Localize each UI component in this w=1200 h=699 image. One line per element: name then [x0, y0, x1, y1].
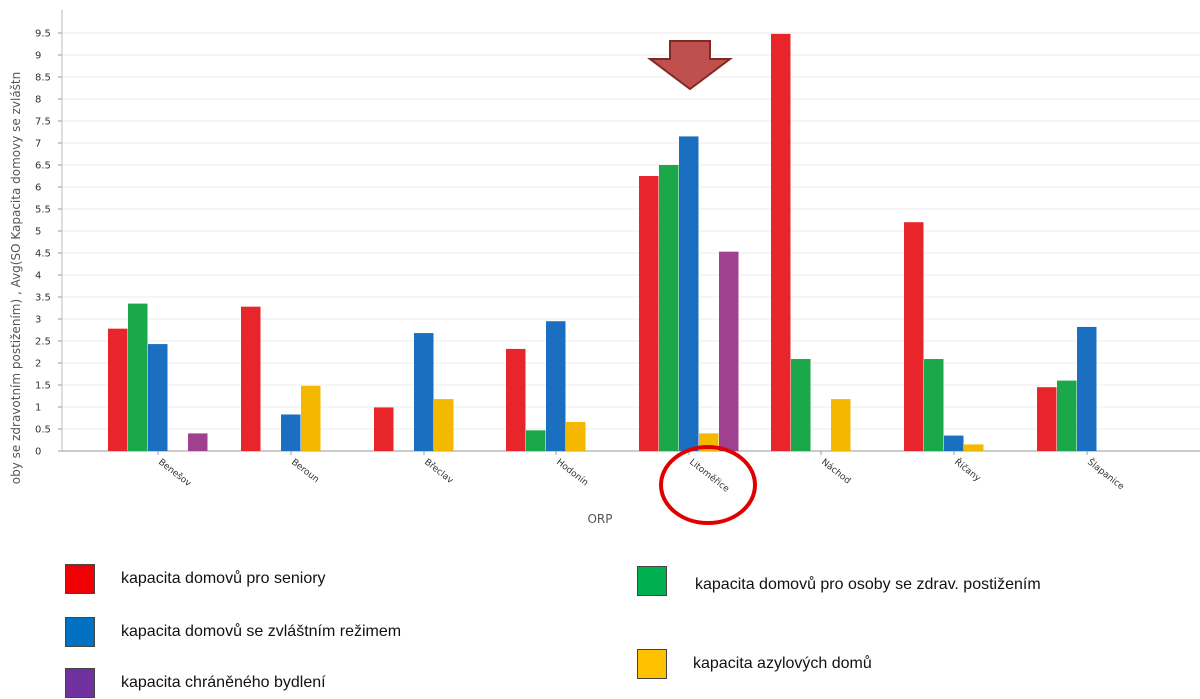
bar: [374, 407, 394, 451]
bar: [1057, 380, 1077, 451]
legend-swatch: [65, 668, 95, 698]
y-tick-label: 2.5: [35, 337, 51, 348]
y-tick-label: 1: [35, 403, 41, 414]
bar: [188, 433, 208, 451]
legend-swatch: [637, 566, 667, 596]
x-axis-title: ORP: [587, 512, 612, 526]
legend-label: kapacita domovů se zvláštním režimem: [121, 623, 402, 640]
x-tick-label: Litoměřice: [687, 457, 731, 494]
bar: [771, 33, 791, 451]
x-tick-label: Říčany: [952, 457, 983, 485]
gridlines: [62, 32, 1200, 452]
legend-item-disabled-persons: kapacita domovů pro osoby se zdrav. post…: [637, 566, 1107, 596]
y-tick-label: 5: [35, 227, 41, 238]
y-tick-label: 7.5: [35, 117, 51, 128]
bar: [301, 385, 321, 451]
bar: [924, 359, 944, 451]
y-tick-label: 9.5: [35, 29, 51, 40]
y-tick-label: 3: [35, 315, 41, 326]
legend-label: kapacita azylových domů: [693, 655, 872, 672]
bar: [659, 165, 679, 451]
legend-label: kapacita domovů pro seniory: [121, 570, 326, 587]
bar: [944, 435, 964, 451]
highlight-circle: [659, 445, 757, 525]
bar-chart: 0 0.5 1 1.5 2 2.5 3 3.5 4 4.5 5 5.5 6 6.5 7 7.5 8 8.5 9 9.5…: [9, 10, 1200, 526]
bar: [791, 359, 811, 451]
x-axis-labels: Benešov Beroun Břeclav Hodonín Litoměřice Nác…: [156, 451, 1127, 495]
legend-swatch: [65, 617, 95, 647]
y-axis-ticks: 0 0.5 1 1.5 2 2.5 3 3.5 4 4.5 5 5.5 6 6.5 7 7.5 8 8.5 9 9.5: [35, 29, 62, 458]
legend-item-asylum-houses: kapacita azylových domů: [637, 649, 872, 679]
y-tick-label: 6.5: [35, 161, 51, 172]
x-tick-label: Benešov: [156, 457, 194, 490]
bar: [128, 303, 148, 451]
legend-item-protected-housing: kapacita chráněného bydlení: [65, 668, 326, 698]
legend-swatch: [637, 649, 667, 679]
y-tick-label: 2: [35, 359, 41, 370]
legend-item-seniors: kapacita domovů pro seniory: [65, 564, 326, 594]
legend-swatch: [65, 564, 95, 594]
y-tick-label: 1.5: [35, 381, 51, 392]
bar: [639, 176, 659, 451]
bar: [241, 306, 261, 451]
bar: [1077, 326, 1097, 451]
y-tick-label: 0: [35, 447, 41, 458]
legend-label: kapacita chráněného bydlení: [121, 674, 326, 691]
bar: [148, 344, 168, 451]
legend-item-special-regime: kapacita domovů se zvláštním režimem: [65, 617, 401, 647]
bar: [414, 333, 434, 451]
bar: [281, 414, 301, 451]
bar: [546, 321, 566, 451]
y-axis-title: oby se zdravotním postižením) , Avg(SO K…: [9, 72, 23, 484]
y-tick-label: 8: [35, 95, 41, 106]
bar: [566, 421, 586, 451]
highlight-arrow-icon: [647, 40, 733, 91]
bar: [679, 136, 699, 451]
bar: [831, 399, 851, 451]
x-tick-label: Šlapanice: [1085, 456, 1127, 493]
bar: [904, 222, 924, 451]
x-tick-label: Beroun: [289, 457, 320, 485]
y-tick-label: 6: [35, 183, 41, 194]
y-tick-label: 3.5: [35, 293, 51, 304]
legend-label: kapacita domovů pro osoby se zdrav. post…: [695, 576, 1041, 593]
y-tick-label: 7: [35, 139, 41, 150]
x-tick-label: Břeclav: [422, 457, 455, 486]
y-tick-label: 9: [35, 51, 41, 62]
y-tick-label: 4.5: [35, 249, 51, 260]
bar: [506, 348, 526, 451]
bar: [964, 444, 984, 451]
bar: [719, 251, 739, 451]
bars: [108, 33, 1097, 451]
y-tick-label: 0.5: [35, 425, 51, 436]
bar: [434, 399, 454, 451]
x-tick-label: Hodonín: [554, 457, 590, 488]
y-tick-label: 8.5: [35, 73, 51, 84]
bar: [108, 328, 128, 451]
bar: [1037, 387, 1057, 451]
y-tick-label: 4: [35, 271, 41, 282]
x-tick-label: Náchod: [819, 457, 852, 486]
y-tick-label: 5.5: [35, 205, 51, 216]
bar: [526, 430, 546, 451]
